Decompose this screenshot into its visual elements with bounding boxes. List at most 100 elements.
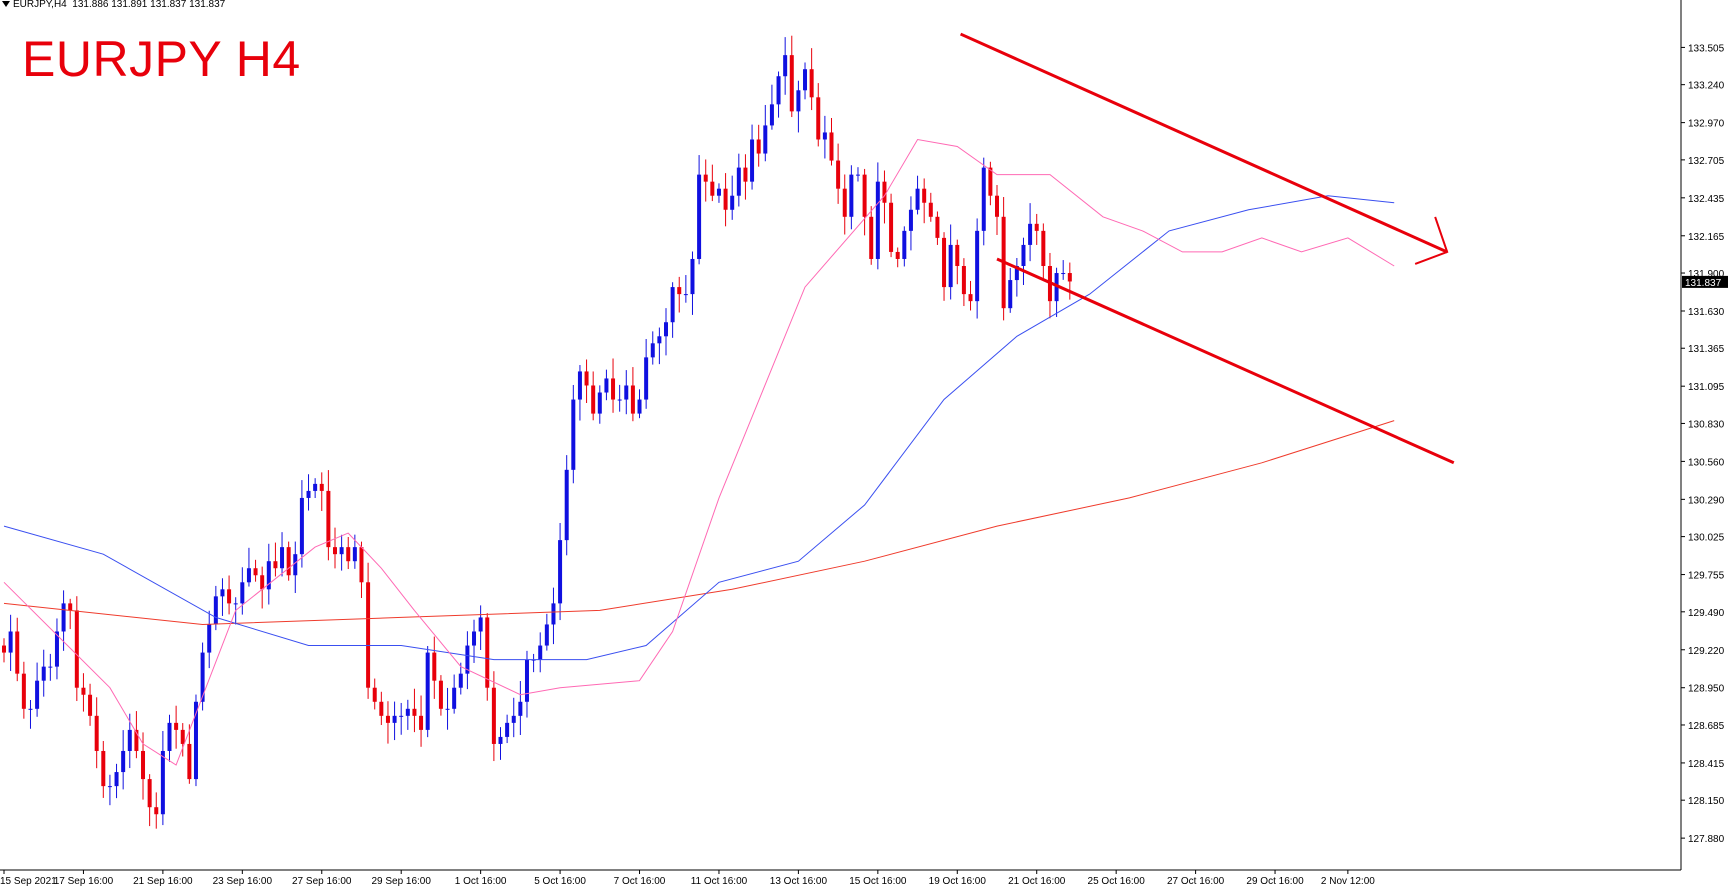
bull-candle[interactable]: [822, 132, 827, 140]
bull-candle[interactable]: [577, 371, 582, 400]
bear-candle[interactable]: [955, 244, 960, 267]
bear-candle[interactable]: [591, 385, 596, 414]
bear-candle[interactable]: [723, 188, 728, 210]
bear-candle[interactable]: [81, 687, 86, 695]
bear-candle[interactable]: [180, 729, 185, 744]
bear-candle[interactable]: [21, 673, 26, 709]
bull-candle[interactable]: [524, 659, 529, 702]
bear-candle[interactable]: [869, 216, 874, 259]
bear-candle[interactable]: [88, 694, 93, 716]
bull-candle[interactable]: [716, 188, 721, 196]
bull-candle[interactable]: [107, 786, 112, 788]
bear-candle[interactable]: [326, 490, 331, 548]
bear-candle[interactable]: [68, 603, 73, 611]
bull-candle[interactable]: [558, 540, 563, 604]
bear-candle[interactable]: [703, 174, 708, 182]
bull-candle[interactable]: [61, 603, 66, 632]
bear-candle[interactable]: [1034, 223, 1039, 231]
bull-candle[interactable]: [796, 90, 801, 112]
channel-lower-trendline[interactable]: [996, 257, 1455, 465]
bull-candle[interactable]: [280, 547, 285, 569]
bear-candle[interactable]: [359, 547, 364, 583]
bull-candle[interactable]: [776, 76, 781, 105]
bull-candle[interactable]: [624, 385, 629, 400]
bull-candle[interactable]: [902, 230, 907, 259]
bull-candle[interactable]: [518, 701, 523, 716]
bull-candle[interactable]: [855, 174, 860, 176]
bull-candle[interactable]: [769, 104, 774, 126]
bear-candle[interactable]: [743, 167, 748, 182]
bear-candle[interactable]: [260, 575, 265, 590]
bull-candle[interactable]: [233, 603, 238, 605]
bull-candle[interactable]: [975, 230, 980, 302]
bear-candle[interactable]: [15, 631, 20, 674]
bull-candle[interactable]: [339, 547, 344, 555]
bear-candle[interactable]: [273, 561, 278, 569]
bear-candle[interactable]: [630, 385, 635, 414]
bull-candle[interactable]: [544, 624, 549, 646]
bull-candle[interactable]: [664, 322, 668, 337]
bear-candle[interactable]: [74, 610, 79, 688]
bear-candle[interactable]: [829, 132, 834, 161]
bull-candle[interactable]: [478, 617, 483, 632]
bull-candle[interactable]: [28, 708, 33, 710]
bull-candle[interactable]: [1021, 244, 1026, 267]
bear-candle[interactable]: [346, 547, 351, 562]
bear-candle[interactable]: [438, 680, 443, 709]
bull-candle[interactable]: [670, 287, 675, 323]
bull-candle[interactable]: [730, 195, 735, 210]
bull-candle[interactable]: [875, 181, 880, 259]
bull-candle[interactable]: [1014, 266, 1019, 281]
bear-candle[interactable]: [710, 181, 715, 196]
bear-candle[interactable]: [961, 266, 966, 295]
bull-candle[interactable]: [207, 624, 212, 653]
bull-candle[interactable]: [127, 729, 132, 751]
bull-candle[interactable]: [8, 631, 13, 653]
bear-candle[interactable]: [789, 55, 794, 112]
bear-candle[interactable]: [253, 568, 258, 576]
bull-candle[interactable]: [511, 715, 516, 723]
bear-candle[interactable]: [385, 715, 390, 723]
bull-candle[interactable]: [736, 167, 741, 196]
bull-candle[interactable]: [35, 680, 40, 709]
bull-candle[interactable]: [697, 174, 702, 259]
bull-candle[interactable]: [246, 568, 251, 583]
bear-candle[interactable]: [101, 750, 106, 787]
bear-candle[interactable]: [756, 139, 761, 154]
bear-candle[interactable]: [187, 743, 192, 780]
bull-candle[interactable]: [617, 399, 622, 401]
bull-candle[interactable]: [948, 244, 953, 288]
bear-candle[interactable]: [809, 69, 814, 98]
bear-candle[interactable]: [922, 188, 927, 203]
bear-candle[interactable]: [836, 160, 841, 189]
bear-candle[interactable]: [419, 715, 424, 730]
bull-candle[interactable]: [306, 490, 311, 498]
bull-candle[interactable]: [637, 399, 642, 414]
bull-candle[interactable]: [200, 652, 205, 702]
bear-candle[interactable]: [1041, 230, 1046, 267]
bear-candle[interactable]: [227, 589, 232, 604]
bull-candle[interactable]: [849, 174, 854, 217]
bear-candle[interactable]: [2, 645, 6, 653]
bull-candle[interactable]: [498, 736, 503, 744]
bull-candle[interactable]: [604, 378, 609, 393]
channel-upper-trendline[interactable]: [959, 32, 1448, 254]
bull-candle[interactable]: [240, 582, 245, 604]
bear-candle[interactable]: [286, 547, 291, 576]
bull-candle[interactable]: [551, 603, 556, 625]
bull-candle[interactable]: [220, 589, 225, 597]
bull-candle[interactable]: [313, 483, 318, 491]
bear-candle[interactable]: [995, 195, 999, 217]
bull-candle[interactable]: [683, 294, 688, 296]
bull-candle[interactable]: [803, 69, 808, 91]
bear-candle[interactable]: [134, 729, 139, 751]
bull-candle[interactable]: [399, 715, 404, 717]
bull-candle[interactable]: [650, 343, 655, 358]
bear-candle[interactable]: [366, 582, 371, 688]
bull-candle[interactable]: [299, 497, 304, 555]
bull-candle[interactable]: [538, 645, 543, 660]
bull-candle[interactable]: [908, 209, 913, 231]
bear-candle[interactable]: [94, 715, 99, 751]
